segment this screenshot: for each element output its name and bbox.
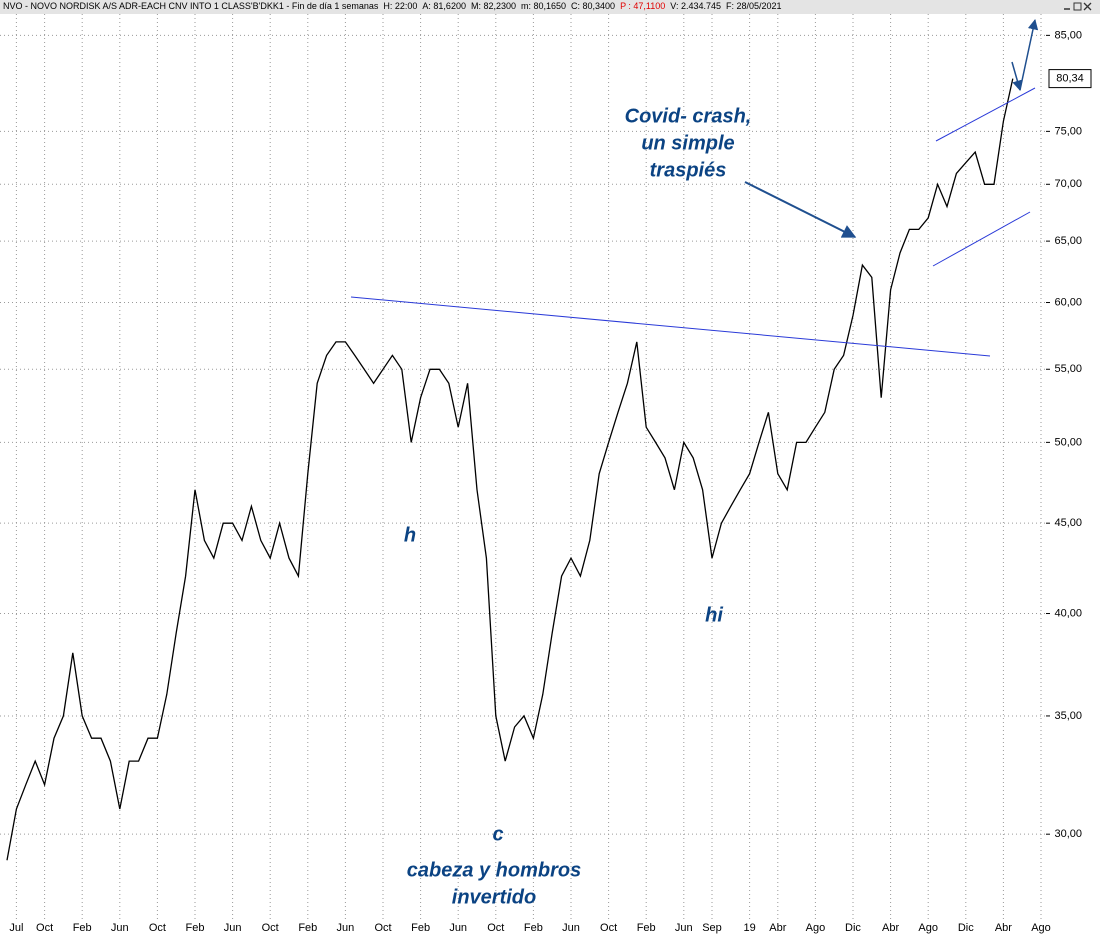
plot [6, 78, 1014, 861]
x-tick-label: Jun [337, 922, 355, 934]
header-item: m: 80,1650 [521, 1, 566, 11]
y-tick-label: 65,00 [1054, 235, 1082, 247]
x-tick-label: Feb [411, 922, 430, 934]
y-tick-label: 75,00 [1054, 125, 1082, 137]
x-tick-label: Jun [224, 922, 242, 934]
arrow-up [1019, 18, 1039, 91]
x-tick-label: Ago [806, 922, 826, 934]
annotation: hi [705, 604, 723, 626]
channel-upper [935, 87, 1036, 142]
header-item: P : 47,1100 [620, 1, 665, 11]
x-tick-label: Jun [449, 922, 467, 934]
annotation: traspiés [650, 159, 727, 181]
x-tick-label: Abr [882, 922, 899, 934]
header-item: V: 2.434.745 [670, 1, 721, 11]
x-tick-label: Dic [845, 922, 861, 934]
y-tick-label: 55,00 [1054, 363, 1082, 375]
y-tick-label: 85,00 [1054, 29, 1082, 41]
x-tick-label: 19 [743, 922, 755, 934]
x-tick-label: Oct [374, 922, 391, 934]
annotation: c [492, 823, 503, 845]
header-item: H: 22:00 [383, 1, 417, 11]
y-tick-label: 30,00 [1054, 828, 1082, 840]
header-item: F: 28/05/2021 [726, 1, 782, 11]
header-text: NVO - NOVO NORDISK A/S ADR-EACH CNV INTO… [3, 1, 782, 11]
neckline [350, 296, 991, 357]
annotation: cabeza y hombros [407, 859, 582, 881]
window-buttons[interactable] [1064, 2, 1092, 11]
price-line [6, 78, 1014, 861]
y-tick-label: 60,00 [1054, 296, 1082, 308]
x-tick-label: Oct [600, 922, 617, 934]
x-tick-label: Feb [524, 922, 543, 934]
x-tick-label: Jun [111, 922, 129, 934]
y-tick-label: 50,00 [1054, 436, 1082, 448]
y-tick-label: 35,00 [1054, 710, 1082, 722]
x-tick-label: Ago [1031, 922, 1051, 934]
x-tick-label: Abr [769, 922, 786, 934]
x-tick-label: Oct [36, 922, 53, 934]
header-item: C: 80,3400 [571, 1, 615, 11]
x-tick-label: Dic [958, 922, 974, 934]
annotation: h [404, 524, 416, 546]
last-price-label: 80,34 [1056, 73, 1084, 85]
covid-arrow [744, 181, 857, 238]
grid [0, 14, 1045, 921]
header-bar [0, 0, 1100, 14]
y-tick-label: 40,00 [1054, 607, 1082, 619]
header-item: M: 82,2300 [471, 1, 516, 11]
x-tick-label: Jun [562, 922, 580, 934]
x-tick-label: Jul [9, 922, 23, 934]
channel-lower [932, 211, 1031, 267]
x-tick-label: Oct [149, 922, 166, 934]
x-tick-label: Oct [487, 922, 504, 934]
x-tick-label: Sep [702, 922, 722, 934]
last-price-box [1048, 69, 1092, 89]
x-tick-label: Abr [995, 922, 1012, 934]
axes: 30,00 35,00 40,00 45,00 50,00 55,00 60,00 65,00… [9, 29, 1092, 934]
header-item: A: 81,6200 [422, 1, 466, 11]
arrow-down [1011, 61, 1023, 92]
annotation: un simple [641, 132, 734, 154]
y-tick-label: 70,00 [1054, 178, 1082, 190]
y-tick-label: 45,00 [1054, 517, 1082, 529]
annotation: Covid- crash, [625, 105, 752, 127]
annotation: invertido [452, 886, 536, 908]
x-tick-label: Feb [637, 922, 656, 934]
header-item: NVO - NOVO NORDISK A/S ADR-EACH CNV INTO… [3, 1, 379, 11]
x-tick-label: Feb [73, 922, 92, 934]
x-tick-label: Oct [262, 922, 279, 934]
x-tick-label: Feb [298, 922, 317, 934]
x-tick-label: Feb [186, 922, 205, 934]
x-tick-label: Jun [675, 922, 693, 934]
x-tick-label: Ago [918, 922, 938, 934]
